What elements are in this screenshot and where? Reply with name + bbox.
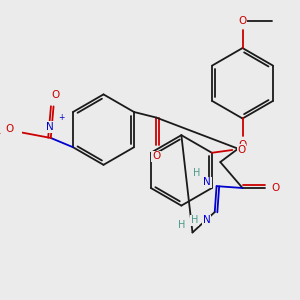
Text: O: O: [51, 90, 59, 100]
Text: H: H: [194, 168, 201, 178]
Text: O: O: [238, 140, 247, 150]
Text: O: O: [272, 183, 280, 193]
Text: N: N: [203, 177, 211, 188]
Text: O: O: [237, 145, 246, 155]
Text: H: H: [191, 215, 198, 225]
Text: O: O: [238, 16, 247, 26]
Text: O: O: [6, 124, 14, 134]
Text: ⁻: ⁻: [0, 131, 1, 141]
Text: H: H: [178, 220, 185, 230]
Text: N: N: [46, 122, 54, 132]
Text: +: +: [59, 113, 65, 122]
Text: O: O: [152, 152, 160, 161]
Text: N: N: [202, 215, 210, 225]
